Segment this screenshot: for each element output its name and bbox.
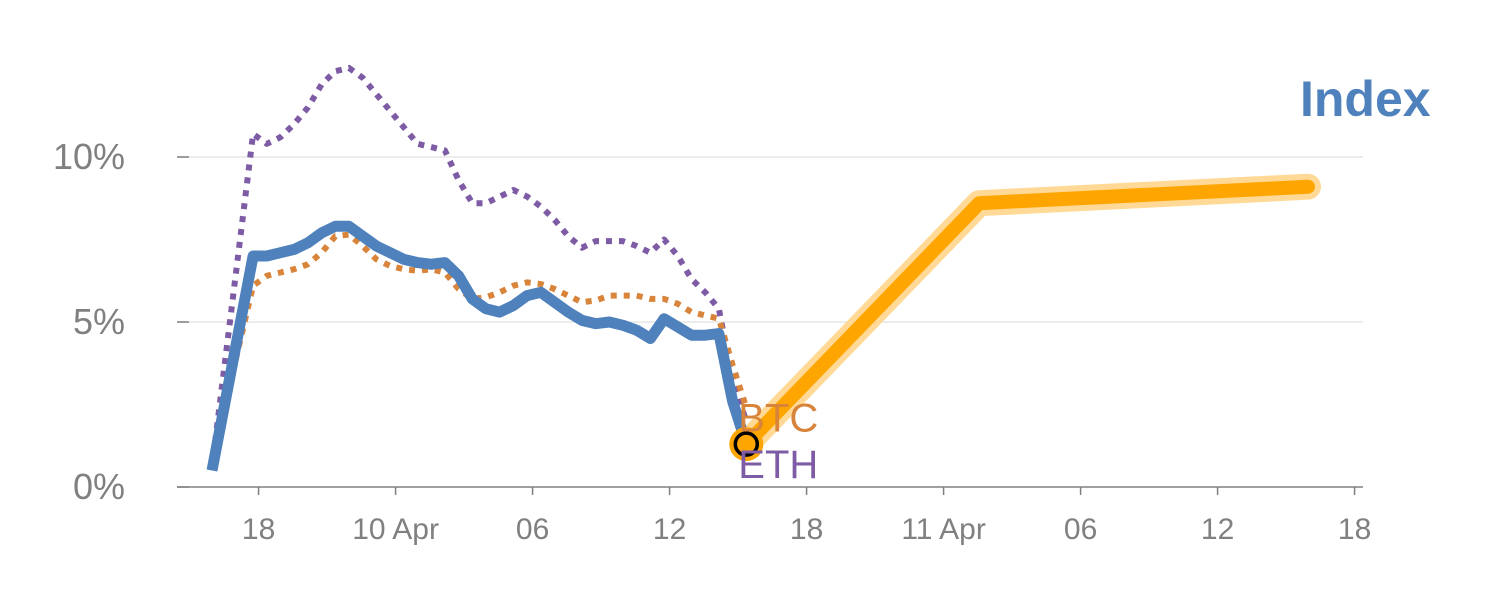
forecast-band-outer	[733, 173, 1321, 458]
x-tick-label: 18	[1338, 513, 1371, 546]
y-tick-label: 5%	[73, 301, 125, 342]
series-line-index	[206, 220, 752, 472]
series-line-btc	[209, 231, 750, 462]
x-tick-label: 12	[1201, 513, 1234, 546]
x-tick-label: 06	[516, 513, 549, 546]
x-tick-label: 18	[242, 513, 275, 546]
y-tick-label: 0%	[73, 466, 125, 507]
current-point-ring	[733, 431, 760, 457]
x-tick-label: 10 Apr	[352, 513, 439, 546]
chart-title: Index	[1300, 71, 1431, 127]
x-axis: 18 10 Apr 06 12 18 11 Apr 06 12 18	[177, 486, 1371, 546]
annotation-eth: ETH	[738, 443, 818, 487]
y-tick-label: 10%	[53, 136, 125, 177]
annotation-btc: BTC	[738, 397, 818, 441]
forecast-band	[739, 179, 1315, 452]
x-tick-label: 12	[653, 513, 686, 546]
series-line-eth	[209, 64, 750, 468]
series-lines	[206, 64, 1321, 472]
x-tick-label: 18	[790, 513, 823, 546]
gridlines	[177, 156, 1363, 323]
x-tick-label: 06	[1064, 513, 1097, 546]
y-axis: 0% 5% 10%	[53, 136, 189, 507]
x-tick-label: 11 Apr	[901, 513, 986, 546]
